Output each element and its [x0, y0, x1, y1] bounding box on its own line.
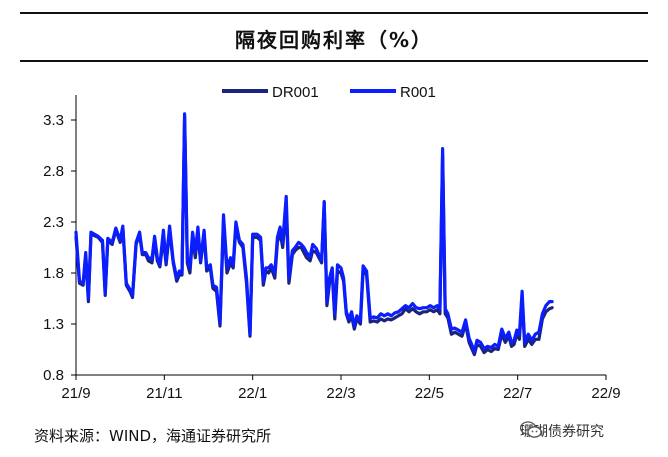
legend-label-r001: R001	[400, 84, 436, 101]
y-tick-label: 0.8	[43, 367, 64, 384]
x-tick-label: 22/7	[503, 385, 532, 402]
x-tick-label: 21/9	[61, 385, 90, 402]
watermark: 珊瑚债券研究	[520, 421, 604, 441]
x-tick-label: 22/1	[238, 385, 267, 402]
x-tick-label: 22/3	[326, 385, 355, 402]
axes: 0.8 1.3 1.8 2.3 2.8 3.3 21/9 21/11 22/1 22/3 22/5 2…	[43, 95, 621, 402]
wechat-icon	[520, 421, 542, 438]
series-line-r001	[74, 112, 554, 354]
y-tick-label: 1.3	[43, 316, 64, 333]
y-tick-label: 2.8	[43, 163, 64, 180]
legend: DR001 R001	[222, 84, 436, 101]
series-line-dr001	[74, 115, 554, 357]
x-tick-label: 22/9	[591, 385, 620, 402]
title-underline	[20, 60, 648, 62]
y-tick-label: 2.3	[43, 214, 64, 231]
y-tick-label: 1.8	[43, 265, 64, 282]
x-tick-label: 22/5	[415, 385, 444, 402]
source-note: 资料来源：WIND，海通证券研究所	[34, 427, 272, 445]
x-tick-label: 21/11	[146, 385, 182, 402]
series-layer	[74, 112, 554, 357]
watermark-text: 珊瑚债券研究	[520, 424, 604, 440]
y-tick-label: 3.3	[43, 112, 64, 129]
top-rule	[20, 12, 648, 14]
chart-title: 隔夜回购利率（%）	[234, 28, 434, 52]
legend-label-dr001: DR001	[272, 84, 319, 101]
